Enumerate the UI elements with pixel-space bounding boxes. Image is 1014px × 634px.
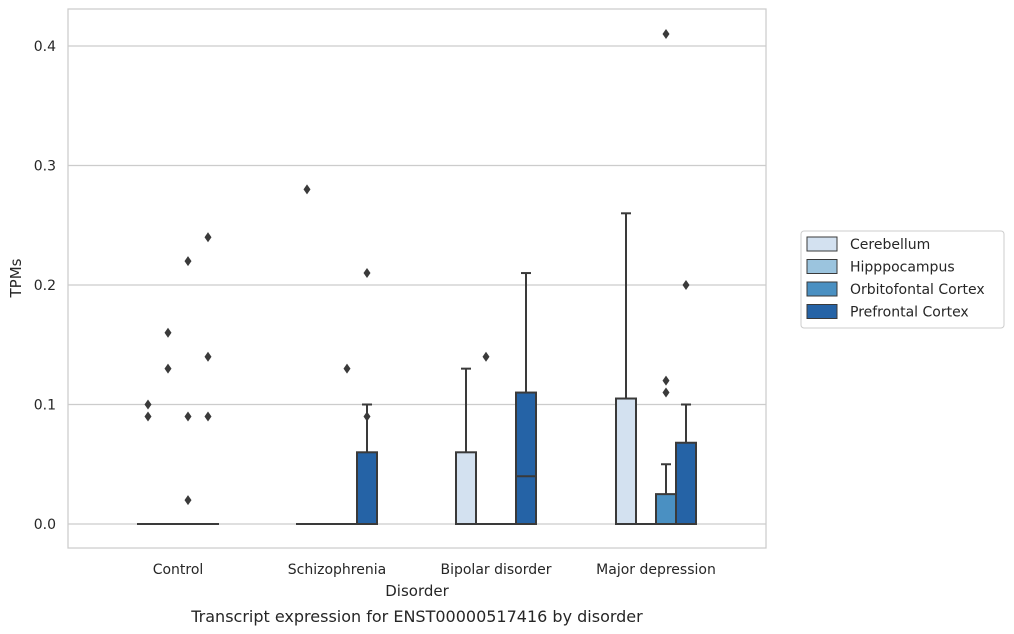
outlier-point (204, 232, 212, 243)
outlier-point (363, 411, 371, 422)
legend-label: Cerebellum (850, 237, 930, 253)
legend-label: Hipppocampus (850, 260, 955, 276)
plot-area (67, 8, 767, 549)
outlier-point (482, 351, 490, 362)
y-axis: 0.0 0.1 0.2 0.3 0.4 (34, 39, 56, 533)
box-group (475, 351, 497, 526)
outlier-point (204, 411, 212, 422)
outlier-point (662, 29, 670, 40)
box-group (356, 268, 378, 525)
outlier-point (164, 327, 172, 338)
x-tick-label: Schizophrenia (288, 562, 386, 578)
box-group (455, 367, 477, 525)
box (515, 391, 537, 525)
outlier-point (662, 387, 670, 398)
y-tick-label: 0.3 (34, 159, 56, 175)
outlier-point (303, 184, 311, 195)
x-tick-label: Control (153, 562, 204, 578)
outlier-point (343, 363, 351, 374)
box-group (197, 232, 219, 526)
legend-label: Prefrontal Cortex (850, 305, 969, 321)
outlier-point (204, 351, 212, 362)
y-axis-label: TPMs (7, 258, 25, 298)
legend-swatch (806, 304, 838, 319)
outlier-point (164, 363, 172, 374)
outlier-point (144, 399, 152, 410)
box-group (655, 29, 677, 525)
y-tick-label: 0.0 (34, 517, 56, 533)
outlier-point (184, 256, 192, 267)
box-group (515, 272, 537, 525)
box-group (615, 212, 637, 525)
box (455, 451, 477, 525)
outlier-point (184, 411, 192, 422)
legend-swatch (806, 281, 838, 297)
legend-frame (800, 230, 1005, 329)
chart-caption: Transcript expression for ENST0000051741… (190, 607, 643, 626)
legend: Cerebellum Hipppocampus Orbitofontal Corte… (800, 230, 1005, 329)
x-axis: Control Schizophrenia Bipolar disorder Majo… (153, 562, 716, 578)
outlier-point (363, 268, 371, 279)
box-group (296, 184, 318, 526)
legend-swatch (806, 259, 838, 274)
box-group (675, 280, 697, 525)
y-tick-label: 0.1 (34, 398, 56, 414)
outlier-point (184, 495, 192, 506)
outlier-point (144, 411, 152, 422)
legend-swatch (806, 236, 838, 252)
box-group (336, 363, 358, 526)
box-group (137, 399, 159, 526)
x-tick-label: Major depression (596, 562, 716, 578)
box-layer (137, 29, 697, 526)
outlier-point (682, 280, 690, 290)
box (356, 451, 378, 525)
box (615, 397, 637, 525)
grid (68, 45, 766, 525)
box-group (157, 327, 179, 526)
y-tick-label: 0.4 (34, 39, 56, 55)
x-tick-label: Bipolar disorder (440, 562, 551, 578)
box-group (177, 256, 199, 526)
box (675, 441, 697, 525)
legend-label: Orbitofontal Cortex (850, 282, 985, 298)
y-tick-label: 0.2 (34, 278, 56, 294)
box (655, 493, 677, 525)
outlier-point (662, 375, 670, 386)
x-axis-label: Disorder (385, 582, 449, 600)
